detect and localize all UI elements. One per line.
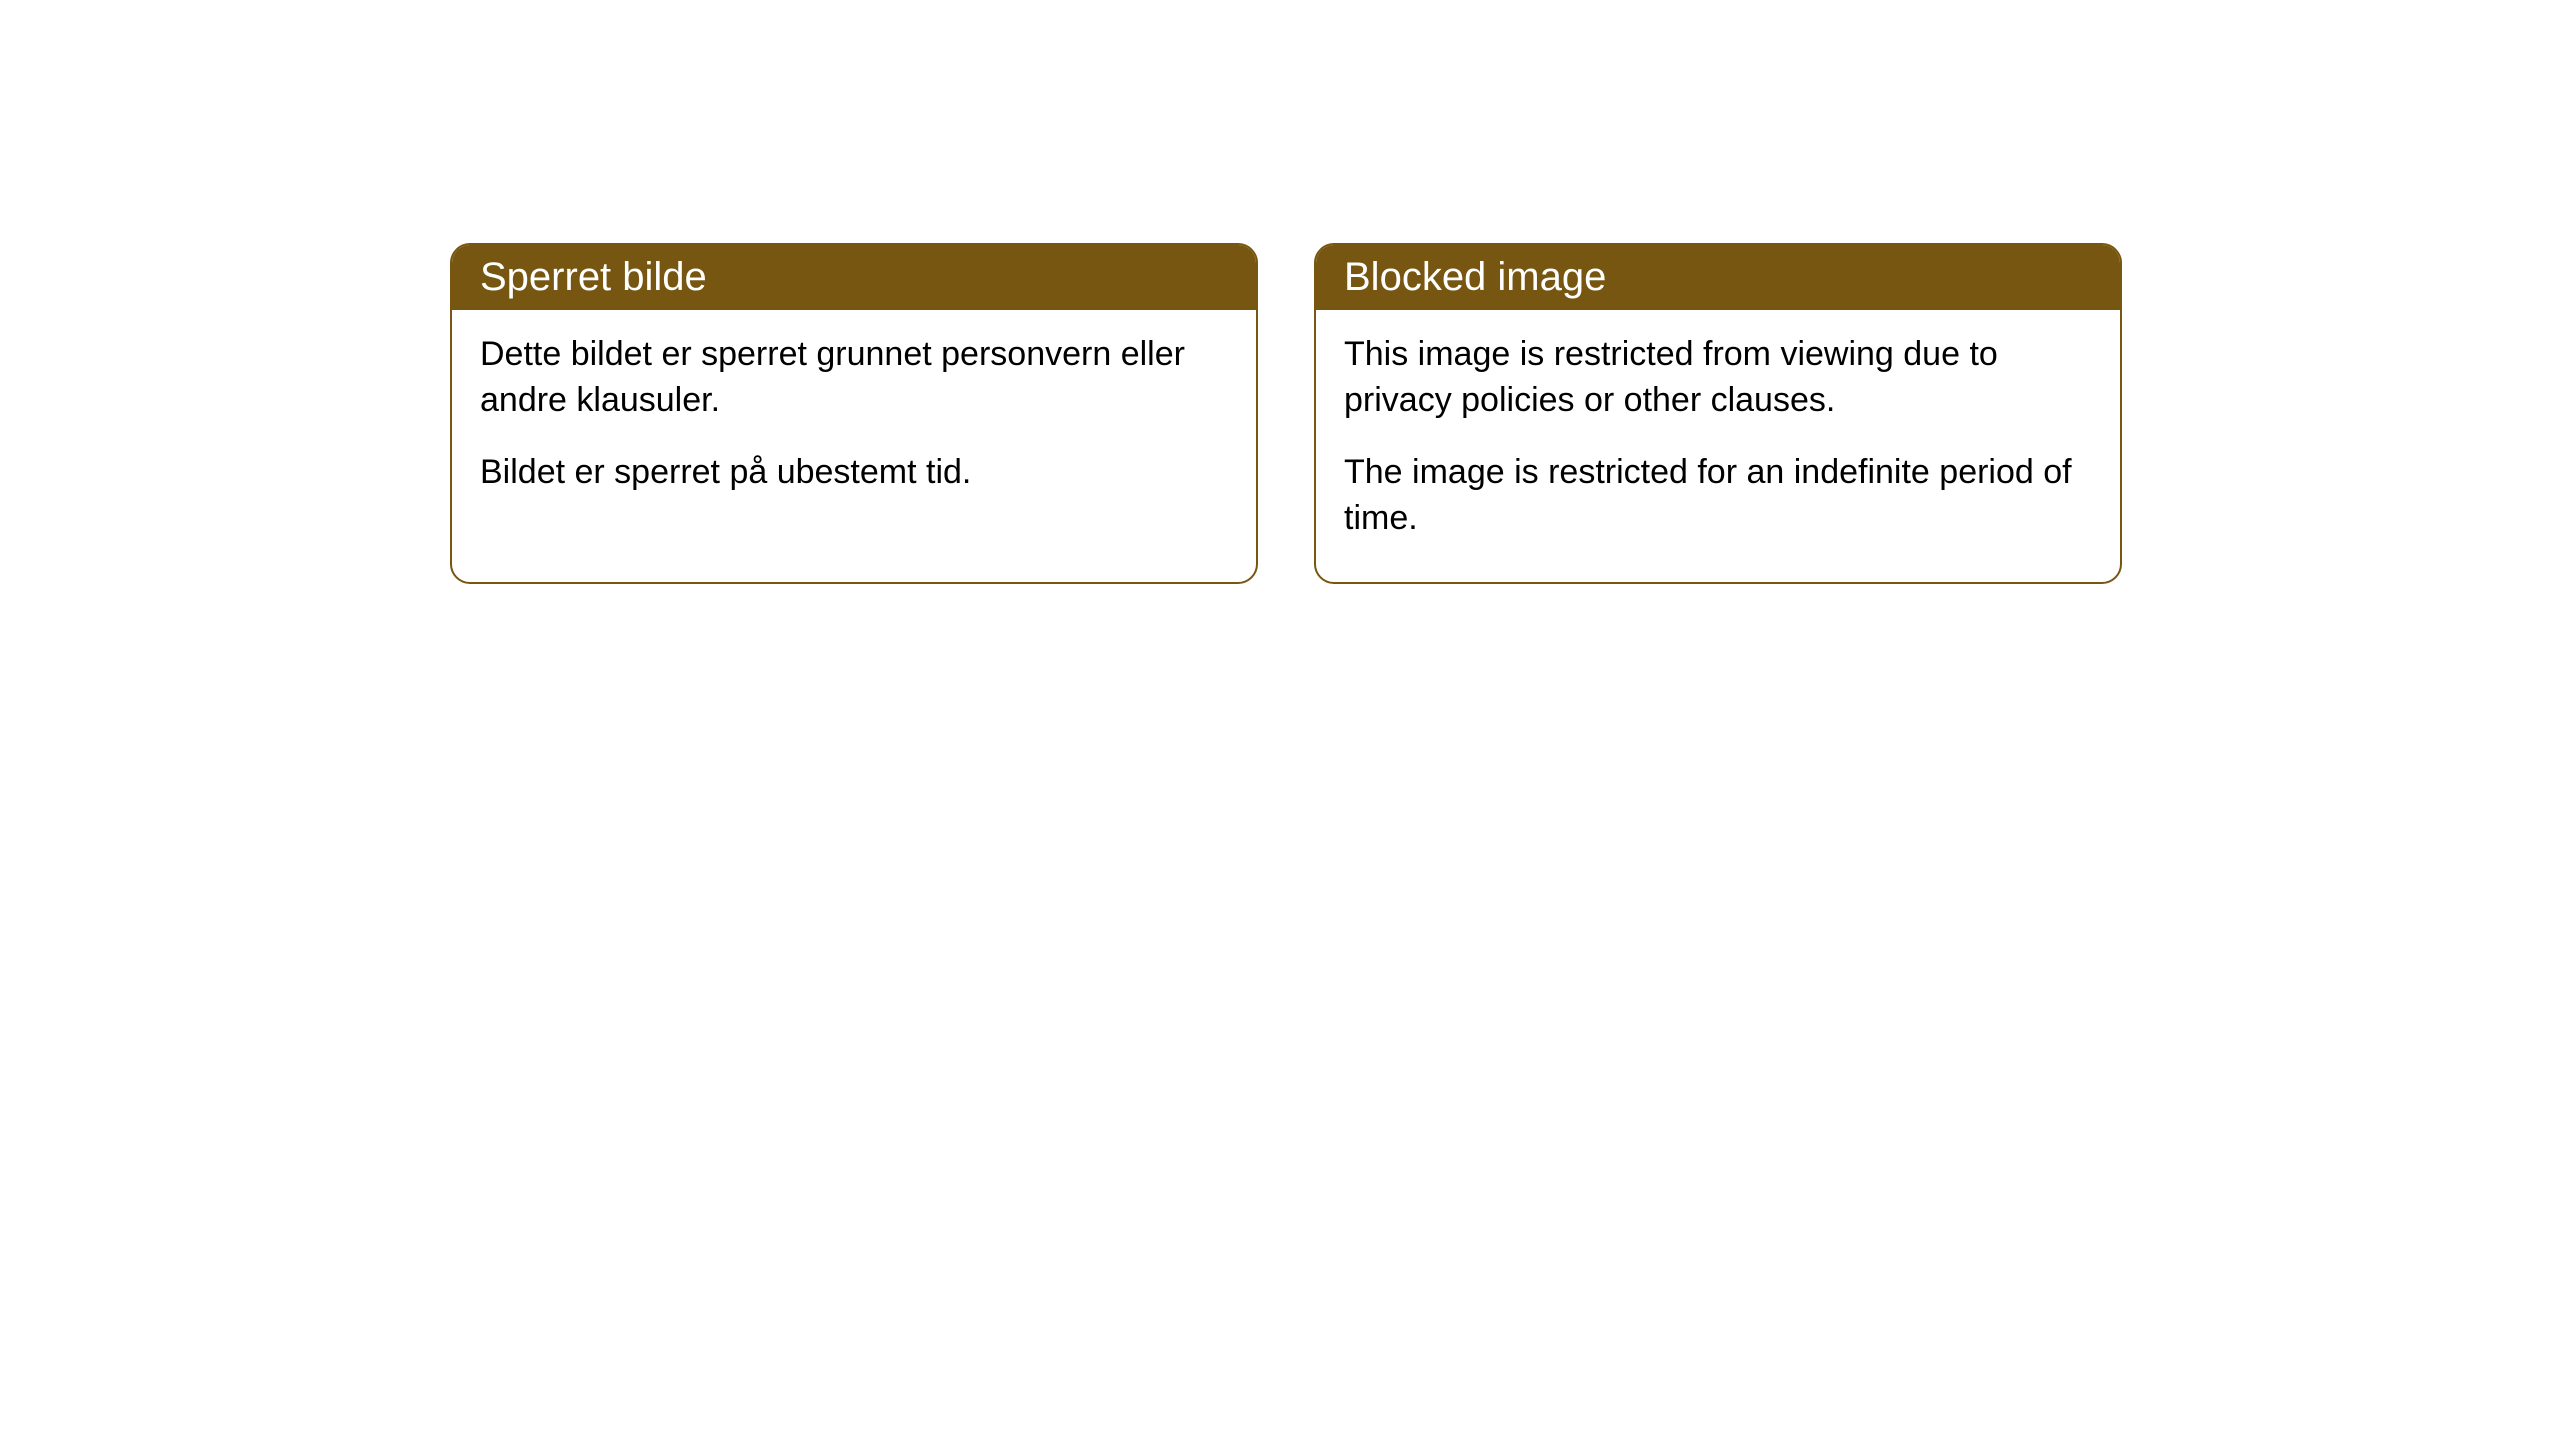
card-paragraph: Bildet er sperret på ubestemt tid. bbox=[480, 450, 1228, 496]
notice-container: Sperret bilde Dette bildet er sperret gr… bbox=[0, 0, 2560, 584]
card-paragraph: The image is restricted for an indefinit… bbox=[1344, 450, 2092, 542]
blocked-image-card-english: Blocked image This image is restricted f… bbox=[1314, 243, 2122, 584]
card-header-english: Blocked image bbox=[1316, 245, 2120, 310]
card-body-english: This image is restricted from viewing du… bbox=[1316, 310, 2120, 582]
card-header-norwegian: Sperret bilde bbox=[452, 245, 1256, 310]
card-title: Sperret bilde bbox=[480, 255, 707, 299]
card-paragraph: This image is restricted from viewing du… bbox=[1344, 332, 2092, 424]
blocked-image-card-norwegian: Sperret bilde Dette bildet er sperret gr… bbox=[450, 243, 1258, 584]
card-paragraph: Dette bildet er sperret grunnet personve… bbox=[480, 332, 1228, 424]
card-title: Blocked image bbox=[1344, 255, 1606, 299]
card-body-norwegian: Dette bildet er sperret grunnet personve… bbox=[452, 310, 1256, 536]
